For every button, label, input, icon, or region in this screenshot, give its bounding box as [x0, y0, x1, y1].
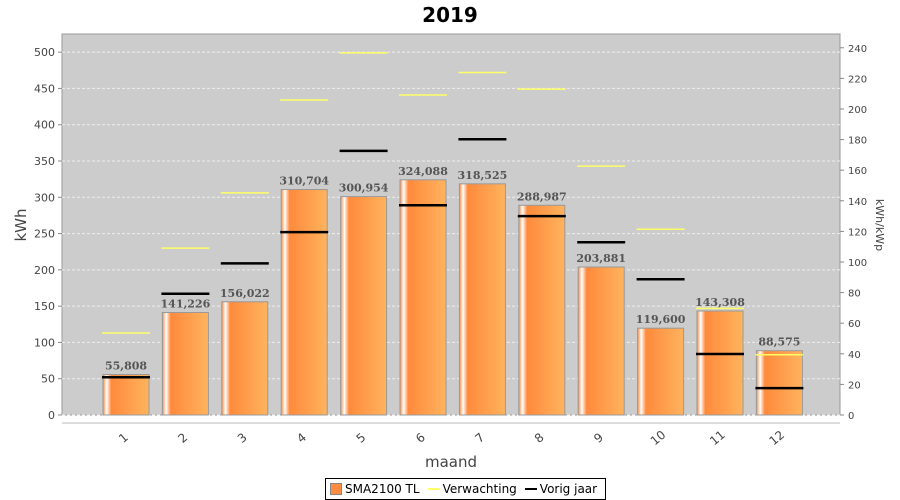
x-tick-label: 12	[766, 428, 787, 449]
y2-tick-label: 80	[848, 289, 861, 300]
bar-value-label: 203,881	[576, 252, 626, 265]
y-tick-label: 150	[34, 300, 55, 313]
x-tick-label: 6	[413, 430, 428, 446]
x-tick-label: 8	[532, 430, 547, 446]
bar-value-label: 156,022	[220, 287, 270, 300]
x-tick-label: 10	[648, 428, 669, 449]
legend-item-verwachting: Verwachting	[427, 482, 517, 496]
bar-value-label: 143,308	[695, 296, 745, 309]
y2-tick-label: 160	[848, 166, 867, 177]
y2-tick-label: 60	[848, 319, 861, 330]
y-tick-label: 400	[34, 119, 55, 132]
y-tick-label: 350	[34, 155, 55, 168]
y2-tick-label: 40	[848, 350, 861, 361]
bar	[518, 204, 566, 416]
legend-swatch	[524, 488, 537, 490]
legend: SMA2100 TL Verwachting Vorig jaar	[325, 478, 607, 500]
bar-value-label: 310,704	[279, 175, 329, 188]
x-tick-label: 1	[116, 430, 131, 446]
x-tick-label: 11	[707, 428, 728, 449]
bar	[280, 189, 328, 416]
bar	[161, 312, 209, 416]
legend-swatch	[427, 488, 440, 490]
bar	[399, 179, 447, 416]
chart-title: 2019	[422, 3, 478, 27]
y2-tick-label: 240	[848, 44, 867, 55]
bar	[637, 327, 685, 416]
y-tick-label: 250	[34, 228, 55, 241]
y2-tick-label: 20	[848, 380, 861, 391]
legend-item-vorig-jaar: Vorig jaar	[524, 482, 598, 496]
y2-tick-label: 0	[848, 411, 854, 422]
legend-label: Verwachting	[442, 482, 517, 496]
y2-tick-label: 140	[848, 197, 867, 208]
x-tick-label: 3	[235, 430, 250, 446]
bar-value-label: 288,987	[517, 190, 567, 203]
y2-axis-label: kWh/kWp	[873, 199, 886, 251]
bar-value-label: 88,575	[758, 336, 800, 349]
y-tick-label: 500	[34, 46, 55, 59]
y-tick-label: 0	[48, 409, 55, 422]
bar	[577, 266, 625, 416]
legend-label: SMA2100 TL	[345, 482, 420, 496]
bar-value-label: 324,088	[398, 165, 448, 178]
bar	[755, 350, 803, 416]
x-tick-label: 9	[591, 430, 606, 446]
legend-label: Vorig jaar	[539, 482, 598, 496]
x-tick-label: 4	[294, 430, 309, 446]
bar	[221, 301, 269, 416]
legend-swatch	[330, 483, 342, 495]
y-tick-label: 200	[34, 264, 55, 277]
y-tick-label: 100	[34, 336, 55, 349]
bar-value-label: 119,600	[636, 313, 686, 326]
bar-value-label: 141,226	[161, 298, 211, 311]
y2-tick-label: 120	[848, 227, 867, 238]
y-tick-label: 450	[34, 82, 55, 95]
bar-value-label: 300,954	[339, 182, 389, 195]
bar	[696, 310, 744, 416]
bar	[340, 196, 388, 416]
y-tick-label: 50	[41, 373, 55, 386]
bar	[458, 183, 506, 416]
x-tick-label: 2	[175, 430, 190, 446]
y-axis-label: kWh	[12, 208, 30, 241]
y2-tick-label: 200	[848, 105, 867, 116]
x-tick-label: 7	[472, 430, 487, 446]
x-tick-label: 5	[354, 430, 369, 446]
y-tick-label: 300	[34, 191, 55, 204]
x-axis-label: maand	[425, 453, 477, 471]
legend-item-bar: SMA2100 TL	[330, 482, 420, 496]
y2-tick-label: 220	[848, 74, 867, 85]
bar	[102, 373, 150, 416]
bar-value-label: 55,808	[105, 359, 147, 372]
bar-value-label: 318,525	[458, 169, 508, 182]
y2-tick-label: 100	[848, 258, 867, 269]
y2-tick-label: 180	[848, 136, 867, 147]
